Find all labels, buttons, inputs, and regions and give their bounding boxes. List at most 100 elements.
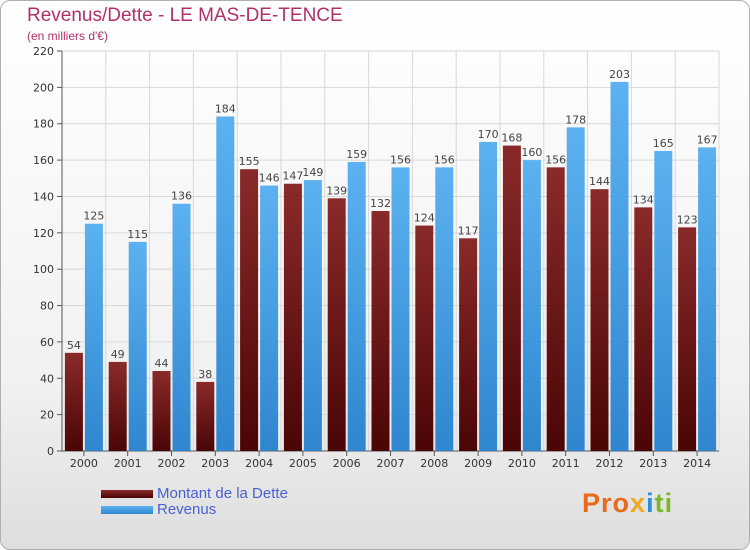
bar-revenus	[128, 241, 147, 451]
value-label-dette: 54	[67, 339, 81, 352]
bar-dette	[678, 227, 697, 451]
x-tick-label: 2000	[70, 457, 98, 470]
y-tick-label: 180	[33, 118, 54, 131]
value-label-dette: 132	[370, 197, 391, 210]
logo-letter: P	[582, 488, 602, 518]
value-label-revenus: 159	[346, 148, 367, 161]
logo-letter: i	[664, 488, 674, 518]
x-tick-label: 2010	[508, 457, 536, 470]
bar-revenus	[303, 180, 322, 451]
y-tick-label: 120	[33, 227, 54, 240]
proxiti-logo: Proxiti	[582, 488, 673, 519]
bar-dette	[590, 189, 609, 451]
legend: Montant de la Dette Revenus	[101, 485, 401, 518]
legend-swatch-dette	[101, 490, 153, 498]
logo-letter: t	[654, 488, 665, 518]
value-label-dette: 144	[589, 175, 610, 188]
bar-revenus	[84, 223, 103, 451]
logo-letter: i	[646, 488, 655, 518]
bar-revenus	[260, 185, 279, 451]
bar-revenus	[479, 141, 498, 451]
value-label-dette: 38	[198, 368, 212, 381]
x-tick-label: 2005	[289, 457, 317, 470]
x-tick-label: 2014	[683, 457, 711, 470]
bar-dette	[546, 167, 565, 451]
value-label-dette: 124	[414, 212, 435, 225]
bar-revenus	[435, 167, 454, 451]
legend-item-dette: Montant de la Dette	[101, 485, 401, 502]
x-tick-label: 2006	[333, 457, 361, 470]
y-tick-label: 20	[40, 409, 54, 422]
legend-swatch-revenus	[101, 506, 153, 514]
x-tick-label: 2003	[201, 457, 229, 470]
bar-revenus	[216, 116, 235, 452]
value-label-revenus: 178	[565, 113, 586, 126]
value-label-revenus: 136	[171, 190, 192, 203]
bar-revenus	[654, 151, 673, 451]
bar-dette	[502, 145, 521, 451]
bar-dette	[634, 207, 653, 451]
chart-title: Revenus/Dette - LE MAS-DE-TENCE	[27, 5, 343, 26]
x-tick-label: 2007	[377, 457, 405, 470]
grid	[61, 50, 720, 452]
logo-letter: r	[601, 488, 613, 518]
value-label-dette: 156	[545, 153, 566, 166]
value-label-dette: 147	[282, 170, 303, 183]
y-tick-label: 0	[47, 445, 54, 458]
axes: 0 20 40 60 80 100 120 140 160 180 200 220 2000 2001 20…	[33, 45, 719, 470]
bar-dette	[327, 198, 346, 451]
y-tick-label: 200	[33, 81, 54, 94]
y-tick-label: 40	[40, 372, 54, 385]
bar-dette	[459, 238, 478, 451]
value-label-revenus: 156	[434, 153, 455, 166]
value-label-dette: 123	[677, 213, 698, 226]
x-tick-label: 2001	[114, 457, 142, 470]
y-tick-label: 80	[40, 300, 54, 313]
bar-revenus	[698, 147, 717, 451]
bar-dette	[152, 371, 171, 451]
bar-revenus	[522, 160, 541, 451]
value-label-revenus: 203	[609, 68, 630, 81]
value-label-revenus: 184	[215, 102, 236, 115]
bars	[64, 81, 717, 452]
x-tick-label: 2012	[596, 457, 624, 470]
value-label-revenus: 170	[478, 128, 499, 141]
logo-letter: o	[612, 488, 631, 518]
value-label-revenus: 146	[259, 172, 280, 185]
value-label-dette: 49	[111, 348, 125, 361]
bar-revenus	[566, 127, 585, 451]
value-label-dette: 44	[155, 357, 169, 370]
y-tick-label: 160	[33, 154, 54, 167]
y-tick-label: 100	[33, 263, 54, 276]
bar-revenus	[347, 161, 366, 451]
value-label-dette: 139	[326, 184, 347, 197]
value-label-revenus: 115	[127, 228, 148, 241]
legend-item-revenus: Revenus	[101, 501, 401, 518]
value-label-dette: 117	[458, 224, 479, 237]
x-tick-label: 2013	[639, 457, 667, 470]
x-tick-label: 2002	[158, 457, 186, 470]
value-label-dette: 168	[501, 132, 522, 145]
y-tick-label: 140	[33, 190, 54, 203]
bar-revenus	[610, 81, 629, 451]
bar-dette	[108, 361, 127, 451]
bar-revenus	[391, 167, 410, 451]
bar-dette	[64, 352, 83, 451]
value-label-revenus: 165	[653, 137, 674, 150]
legend-label-revenus: Revenus	[157, 501, 217, 518]
x-tick-label: 2004	[245, 457, 273, 470]
value-label-revenus: 167	[697, 133, 718, 146]
value-label-revenus: 149	[302, 166, 323, 179]
value-label-dette: 155	[239, 155, 260, 168]
value-label-revenus: 160	[521, 146, 542, 159]
chart-subtitle: (en milliers d'€)	[27, 29, 108, 43]
x-tick-label: 2008	[420, 457, 448, 470]
bar-revenus	[172, 203, 191, 451]
legend-label-dette: Montant de la Dette	[157, 485, 288, 502]
bar-dette	[415, 225, 434, 451]
bar-dette	[196, 381, 215, 451]
value-label-revenus: 125	[83, 210, 104, 223]
x-tick-label: 2009	[464, 457, 492, 470]
